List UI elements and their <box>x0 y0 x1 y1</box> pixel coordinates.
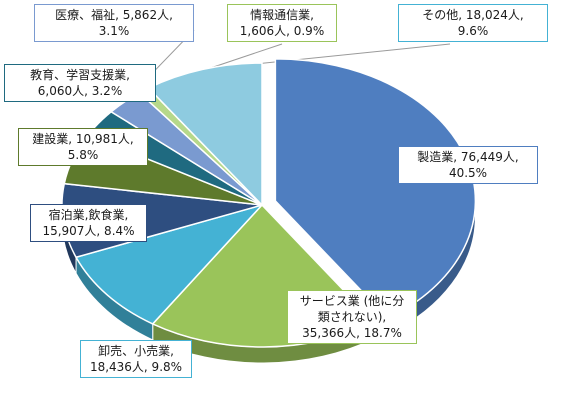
label-other: その他, 18,024人, 9.6% <box>398 4 548 42</box>
label-it: 情報通信業, 1,606人, 0.9% <box>227 4 337 42</box>
label-construction: 建設業, 10,981人, 5.8% <box>18 128 148 166</box>
slice-3 <box>74 203 265 325</box>
pie-slices <box>61 58 477 348</box>
label-services: サービス業 (他に分 類されない), 35,366人, 18.7% <box>287 290 417 344</box>
label-hospitality: 宿泊業,飲食業, 15,907人, 8.4% <box>30 204 147 242</box>
label-manufacturing: 製造業, 76,449人, 40.5% <box>398 146 538 184</box>
label-retail: 卸売、小売業, 18,436人, 9.8% <box>80 340 192 378</box>
label-medical: 医療、福祉, 5,862人, 3.1% <box>34 4 194 42</box>
label-education: 教育、学習支援業, 6,060人, 3.2% <box>4 64 156 102</box>
